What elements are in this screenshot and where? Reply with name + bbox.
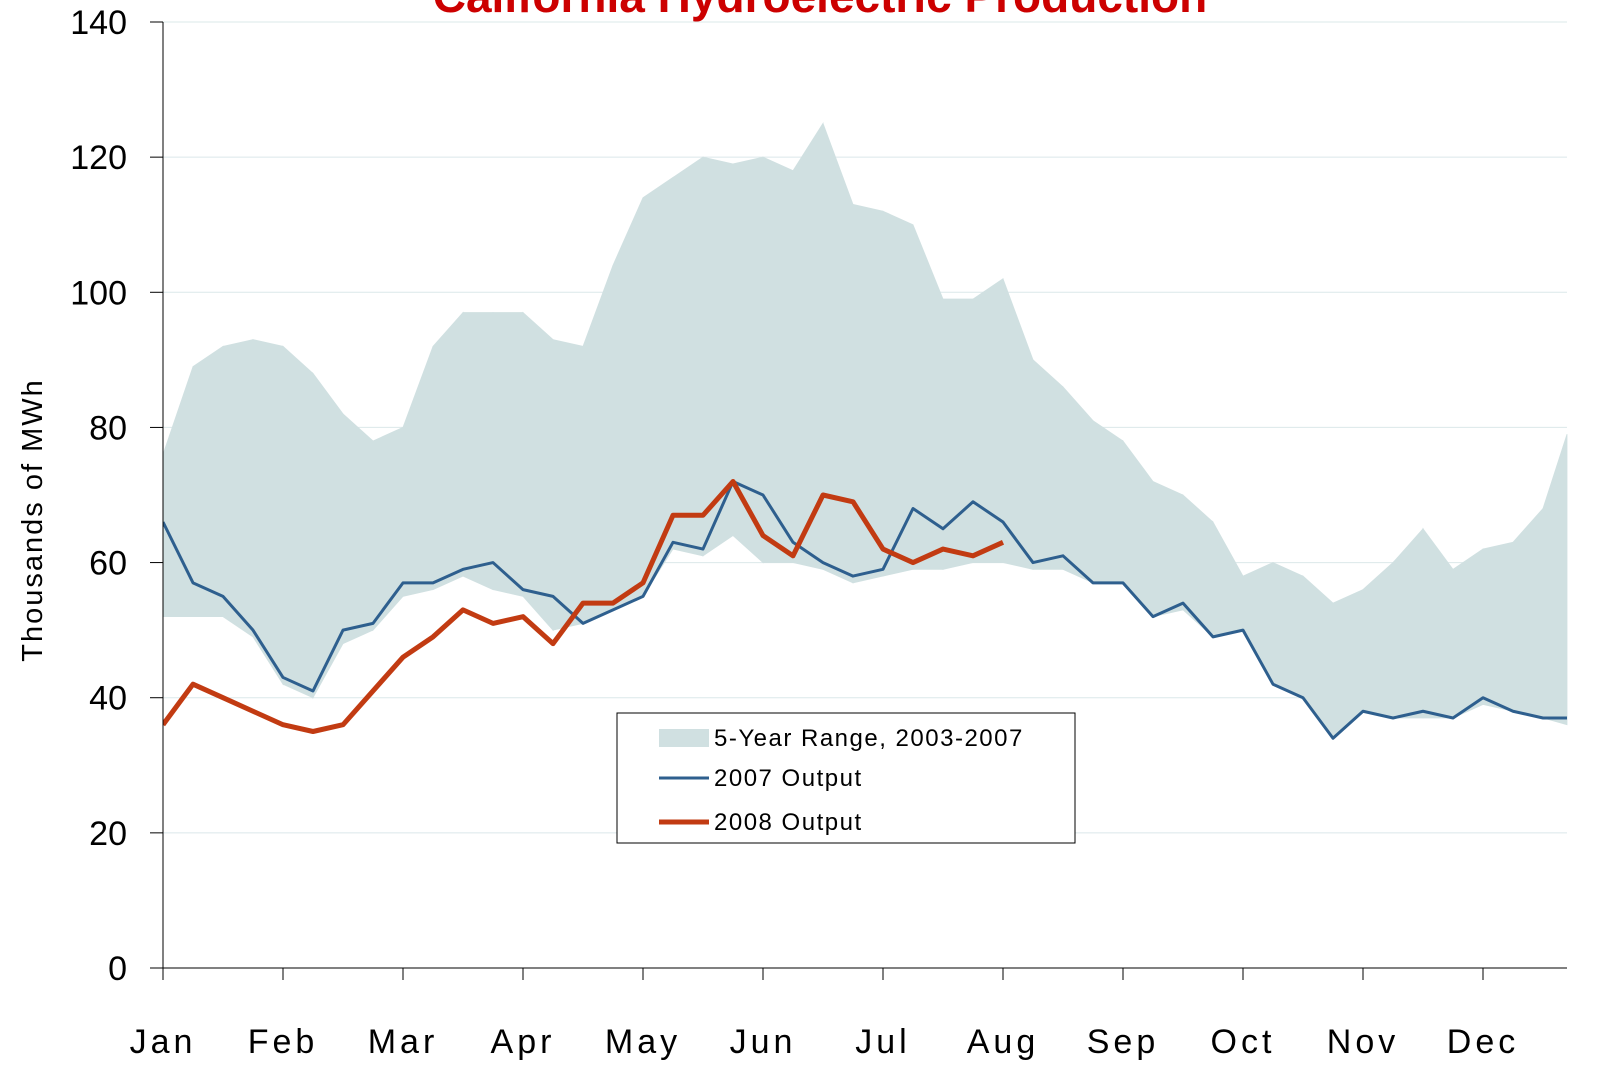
- range-area: [882, 210, 914, 577]
- range-area: [612, 197, 644, 611]
- range-area: [1272, 561, 1304, 699]
- range-area: [1362, 561, 1394, 719]
- range-area: [582, 265, 614, 625]
- y-tick-label: 60: [89, 545, 127, 583]
- x-tick-label: Dec: [1447, 1023, 1519, 1061]
- legend-label: 2007 Output: [714, 765, 863, 792]
- range-area: [642, 176, 674, 598]
- y-tick-label: 120: [70, 139, 127, 177]
- range-area: [1122, 439, 1154, 618]
- x-tick-label: May: [605, 1023, 681, 1061]
- x-tick-label: Jul: [855, 1023, 910, 1061]
- x-tick-label: Jun: [730, 1023, 797, 1061]
- range-area: [1422, 527, 1454, 719]
- x-tick-label: Mar: [368, 1023, 439, 1061]
- range-area: [1152, 480, 1184, 618]
- range-area: [1542, 434, 1568, 726]
- range-area: [163, 366, 194, 618]
- range-area: [732, 156, 764, 564]
- range-area: [1032, 358, 1064, 570]
- range-area: [552, 339, 584, 631]
- range-area: [942, 298, 974, 570]
- y-axis-label: Thousands of MWh: [17, 378, 49, 661]
- range-area: [402, 346, 434, 597]
- y-tick-label: 40: [89, 680, 127, 718]
- series-line: [163, 478, 1005, 734]
- range-area: [1302, 575, 1334, 740]
- y-tick-label: 20: [89, 815, 127, 853]
- x-tick-label: Nov: [1327, 1023, 1399, 1061]
- legend-swatch: [659, 729, 709, 747]
- range-area: [222, 339, 254, 638]
- x-tick-label: Oct: [1211, 1023, 1276, 1061]
- range-area: [1092, 419, 1124, 584]
- range-area: [1512, 507, 1544, 719]
- range-area: [282, 345, 314, 699]
- x-tick-label: Aug: [967, 1023, 1040, 1061]
- range-area: [252, 339, 284, 686]
- chart-title: California Hydroelectric Production: [433, 0, 1207, 22]
- range-area: [312, 372, 344, 700]
- range-area: [1242, 561, 1274, 686]
- range-area: [1392, 527, 1424, 719]
- x-tick-label: Feb: [248, 1023, 319, 1061]
- series-line: [163, 479, 1567, 740]
- y-tick-label: 140: [70, 4, 127, 42]
- y-tick-label: 0: [108, 950, 127, 988]
- range-area: [1062, 385, 1094, 584]
- x-tick-label: Jan: [130, 1023, 197, 1061]
- x-tick-label: Apr: [491, 1023, 556, 1061]
- range-area: [462, 312, 494, 591]
- range-area: [822, 123, 854, 584]
- range-area: [372, 426, 404, 632]
- legend-label: 2008 Output: [714, 809, 863, 836]
- range-area: [1182, 494, 1214, 638]
- range-area: [1212, 520, 1244, 638]
- range-area: [342, 413, 374, 645]
- range-area: [432, 311, 464, 591]
- y-tick-label: 80: [89, 409, 127, 447]
- x-tick-label: Sep: [1087, 1023, 1160, 1061]
- plot-area: [163, 121, 1568, 740]
- range-area: [1482, 541, 1514, 712]
- range-area: [1452, 548, 1484, 719]
- range-area: [522, 311, 554, 632]
- y-tick-label: 100: [70, 274, 127, 312]
- range-area: [192, 345, 224, 618]
- range-area: [672, 156, 704, 557]
- range-area: [492, 312, 524, 597]
- legend-label: 5-Year Range, 2003-2007: [714, 725, 1024, 752]
